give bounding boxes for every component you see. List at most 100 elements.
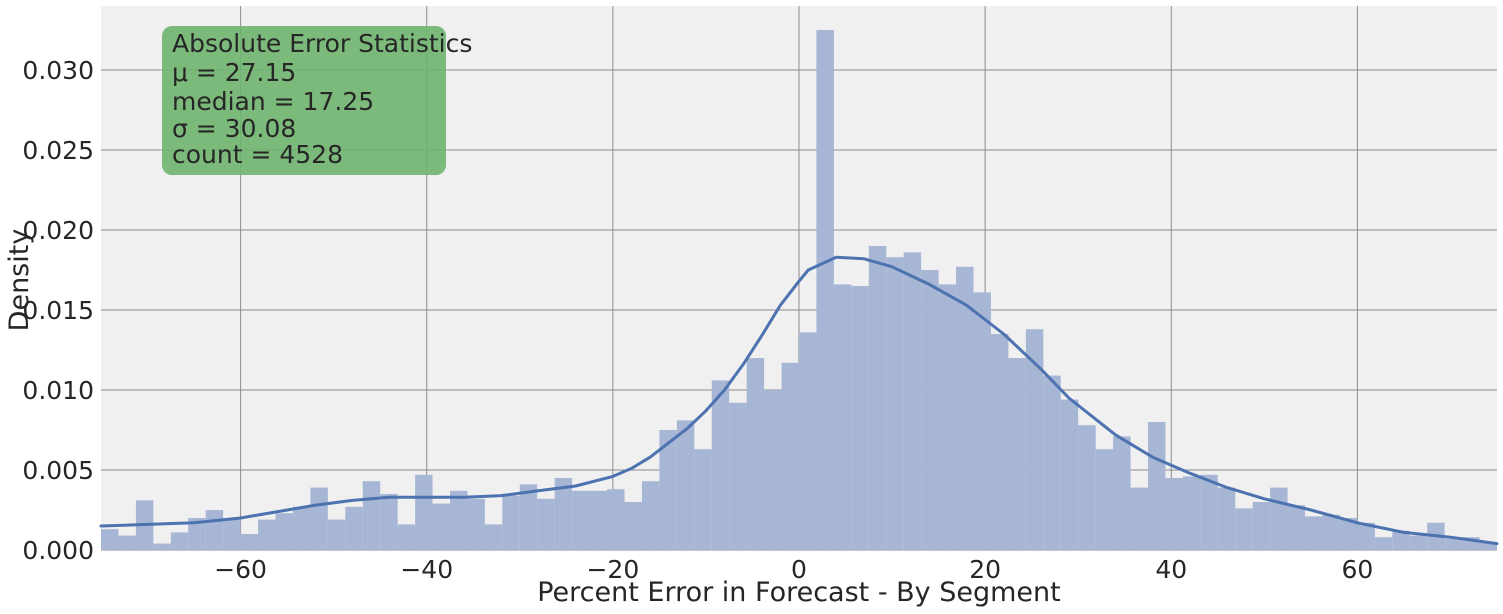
histogram-bar — [223, 519, 241, 550]
histogram-bar — [886, 257, 904, 550]
histogram-bar — [554, 478, 573, 550]
histogram-bar — [292, 506, 311, 550]
histogram-bar — [711, 380, 730, 550]
histogram-bar — [764, 390, 782, 550]
histogram-bar — [799, 332, 817, 550]
histogram-bar — [572, 490, 590, 550]
histogram-bar — [1287, 505, 1306, 550]
histogram-bar — [641, 481, 660, 550]
histogram-bar — [450, 490, 468, 550]
histogram-bar — [432, 503, 450, 550]
x-axis-label: Percent Error in Forecast - By Segment — [537, 577, 1061, 608]
histogram-bar — [1235, 508, 1253, 550]
histogram-bar — [1008, 358, 1026, 550]
histogram-bar — [956, 266, 974, 550]
histogram-bar — [1025, 329, 1044, 550]
histogram-bar — [746, 358, 765, 550]
y-axis-label: Density — [4, 229, 35, 332]
histogram-bar — [1322, 514, 1340, 550]
stats-median: median = 17.25 — [172, 87, 374, 116]
histogram-bar — [345, 506, 363, 550]
y-tick-labels: 0.000 0.005 0.010 0.015 0.020 0.025 0.030 — [22, 56, 94, 565]
x-tick-label: 0 — [791, 555, 807, 584]
histogram-bar — [205, 510, 224, 550]
histogram-bar — [729, 402, 747, 550]
histogram-bar — [1095, 449, 1114, 550]
histogram-bars — [101, 30, 1497, 550]
histogram-bar — [362, 481, 381, 550]
histogram-bar — [1165, 478, 1183, 550]
histogram-bar — [258, 519, 276, 550]
stats-title: Absolute Error Statistics — [172, 29, 472, 58]
histogram-bar — [921, 270, 939, 550]
histogram-bar — [868, 246, 887, 550]
histogram-bar — [1043, 375, 1061, 550]
stats-sigma: σ = 30.08 — [172, 114, 296, 143]
y-tick-label: 0.030 — [22, 56, 94, 85]
histogram-bar — [519, 484, 538, 550]
stats-box — [162, 26, 446, 175]
histogram-bar — [1217, 487, 1236, 550]
histogram-bar — [310, 487, 328, 550]
histogram-bar — [502, 495, 520, 550]
x-tick-label: 40 — [1155, 555, 1187, 584]
histogram-bar — [1200, 474, 1218, 550]
histogram-bar — [1270, 487, 1288, 550]
histogram-bar — [1479, 542, 1497, 550]
histogram-bar — [484, 524, 503, 550]
histogram-bar — [694, 449, 712, 550]
histogram-bar — [240, 534, 259, 550]
histogram-bar — [1357, 522, 1375, 550]
x-tick-label: −40 — [400, 555, 453, 584]
histogram-bar — [118, 535, 136, 550]
histogram-bar — [659, 430, 677, 550]
histogram-bar — [903, 252, 922, 550]
histogram-bar — [1182, 476, 1201, 550]
y-tick-label: 0.005 — [22, 456, 94, 485]
x-tick-label: 60 — [1341, 555, 1373, 584]
x-tick-label: 20 — [969, 555, 1001, 584]
x-tick-label: −60 — [214, 555, 267, 584]
y-tick-label: 0.020 — [22, 216, 94, 245]
y-tick-label: 0.000 — [22, 536, 94, 565]
histogram-bar — [170, 532, 189, 550]
histogram-bar — [676, 420, 695, 550]
histogram-bar — [589, 490, 608, 550]
histogram-bar — [833, 284, 852, 550]
histogram-bar — [1078, 425, 1096, 550]
y-tick-label: 0.010 — [22, 376, 94, 405]
histogram-bar — [990, 334, 1009, 550]
histogram-bar — [153, 543, 171, 550]
histogram-bar — [1444, 538, 1463, 550]
histogram-bar — [188, 518, 206, 550]
histogram-bar — [1305, 516, 1323, 550]
stats-mean: μ = 27.15 — [172, 58, 296, 87]
histogram-bar — [781, 362, 799, 550]
stats-count: count = 4528 — [172, 140, 343, 169]
histogram-bar — [380, 494, 398, 550]
x-tick-label: −20 — [586, 555, 639, 584]
histogram-bar — [537, 498, 555, 550]
histogram-bar — [275, 513, 293, 550]
stats-annotation: Absolute Error Statistics μ = 27.15 medi… — [162, 26, 472, 175]
histogram-bar — [1060, 399, 1079, 550]
histogram-bar — [415, 474, 433, 550]
x-tick-labels: −60 −40 −20 0 20 40 60 — [214, 555, 1373, 584]
histogram-bar — [467, 498, 485, 550]
histogram-bar — [938, 284, 957, 550]
histogram-bar — [624, 502, 642, 550]
histogram-bar — [1130, 487, 1148, 550]
histogram-bar — [1113, 436, 1131, 550]
histogram-bar — [327, 519, 346, 550]
histogram-bar — [973, 292, 991, 550]
y-tick-label: 0.015 — [22, 296, 94, 325]
histogram-bar — [1339, 518, 1358, 550]
histogram-bar — [816, 30, 834, 550]
histogram-bar — [851, 286, 869, 550]
histogram-bar — [1392, 530, 1410, 550]
kde-line — [99, 255, 1499, 546]
histogram-bar — [1409, 535, 1428, 550]
histogram-bar — [397, 524, 416, 550]
histogram-bar — [1148, 422, 1166, 550]
